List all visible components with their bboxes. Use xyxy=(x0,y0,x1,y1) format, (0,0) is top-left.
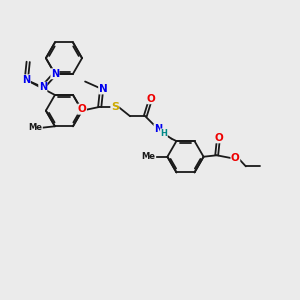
Text: S: S xyxy=(111,102,119,112)
Text: N: N xyxy=(51,69,59,79)
Text: O: O xyxy=(231,153,240,163)
Text: N: N xyxy=(22,75,30,85)
Text: O: O xyxy=(214,133,223,143)
Text: Me: Me xyxy=(142,152,156,161)
Text: Me: Me xyxy=(28,123,42,132)
Text: N: N xyxy=(99,84,107,94)
Text: H: H xyxy=(160,129,167,138)
Text: N: N xyxy=(39,82,47,92)
Text: O: O xyxy=(147,94,155,104)
Text: O: O xyxy=(78,104,86,114)
Text: N: N xyxy=(154,124,162,134)
